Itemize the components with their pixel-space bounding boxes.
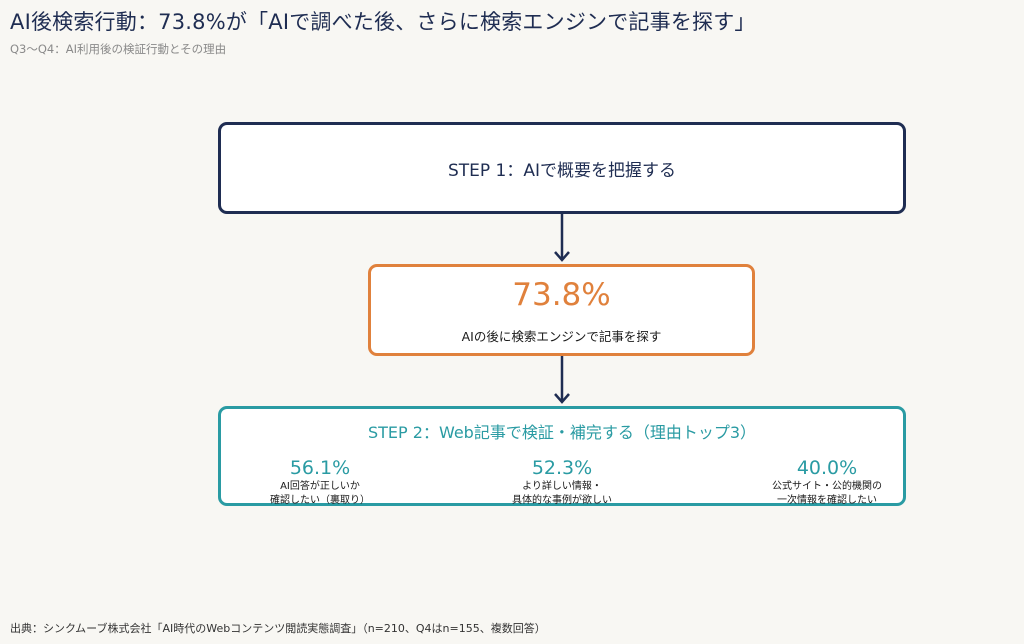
reason-percentage: 56.1% [289, 457, 351, 479]
reason-percentage: 52.3% [531, 457, 593, 479]
reason-percentage: 40.0% [796, 457, 858, 479]
result-box: 73.8% AIの後に検索エンジンで記事を探す [368, 264, 755, 356]
page-title: AI後検索行動：73.8%が「AIで調べた後、さらに検索エンジンで記事を探す」 [10, 10, 756, 34]
arrow-down-icon [554, 214, 570, 262]
reason-text-line2: 確認したい（裏取り） [270, 495, 370, 506]
reason-item: 56.1% AI回答が正しいか 確認したい（裏取り） [225, 457, 415, 508]
step2-box: STEP 2：Web記事で検証・補完する（理由トップ3） 56.1% AI回答が… [218, 406, 906, 506]
reason-text-line2: 具体的な事例が欲しい [512, 495, 612, 506]
reason-text-line1: AI回答が正しいか [280, 481, 360, 492]
result-description: AIの後に検索エンジンで記事を探す [461, 329, 662, 344]
reason-text-line1: より詳しい情報・ [522, 481, 602, 492]
page-subtitle: Q3〜Q4：AI利用後の検証行動とその理由 [10, 42, 227, 56]
step1-label: STEP 1：AIで概要を把握する [447, 160, 677, 181]
result-percentage: 73.8% [512, 277, 611, 313]
reason-text-line2: 一次情報を確認したい [777, 495, 877, 506]
step2-label: STEP 2：Web記事で検証・補完する（理由トップ3） [367, 423, 757, 442]
arrow-down-icon [554, 356, 570, 404]
step1-box: STEP 1：AIで概要を把握する [218, 122, 906, 214]
source-note: 出典：シンクムーブ株式会社「AI時代のWebコンテンツ閲読実態調査」（n=210… [10, 622, 546, 635]
reason-item: 40.0% 公式サイト・公的機関の 一次情報を確認したい [732, 457, 922, 508]
reason-text-line1: 公式サイト・公的機関の [772, 481, 882, 492]
reason-item: 52.3% より詳しい情報・ 具体的な事例が欲しい [467, 457, 657, 508]
